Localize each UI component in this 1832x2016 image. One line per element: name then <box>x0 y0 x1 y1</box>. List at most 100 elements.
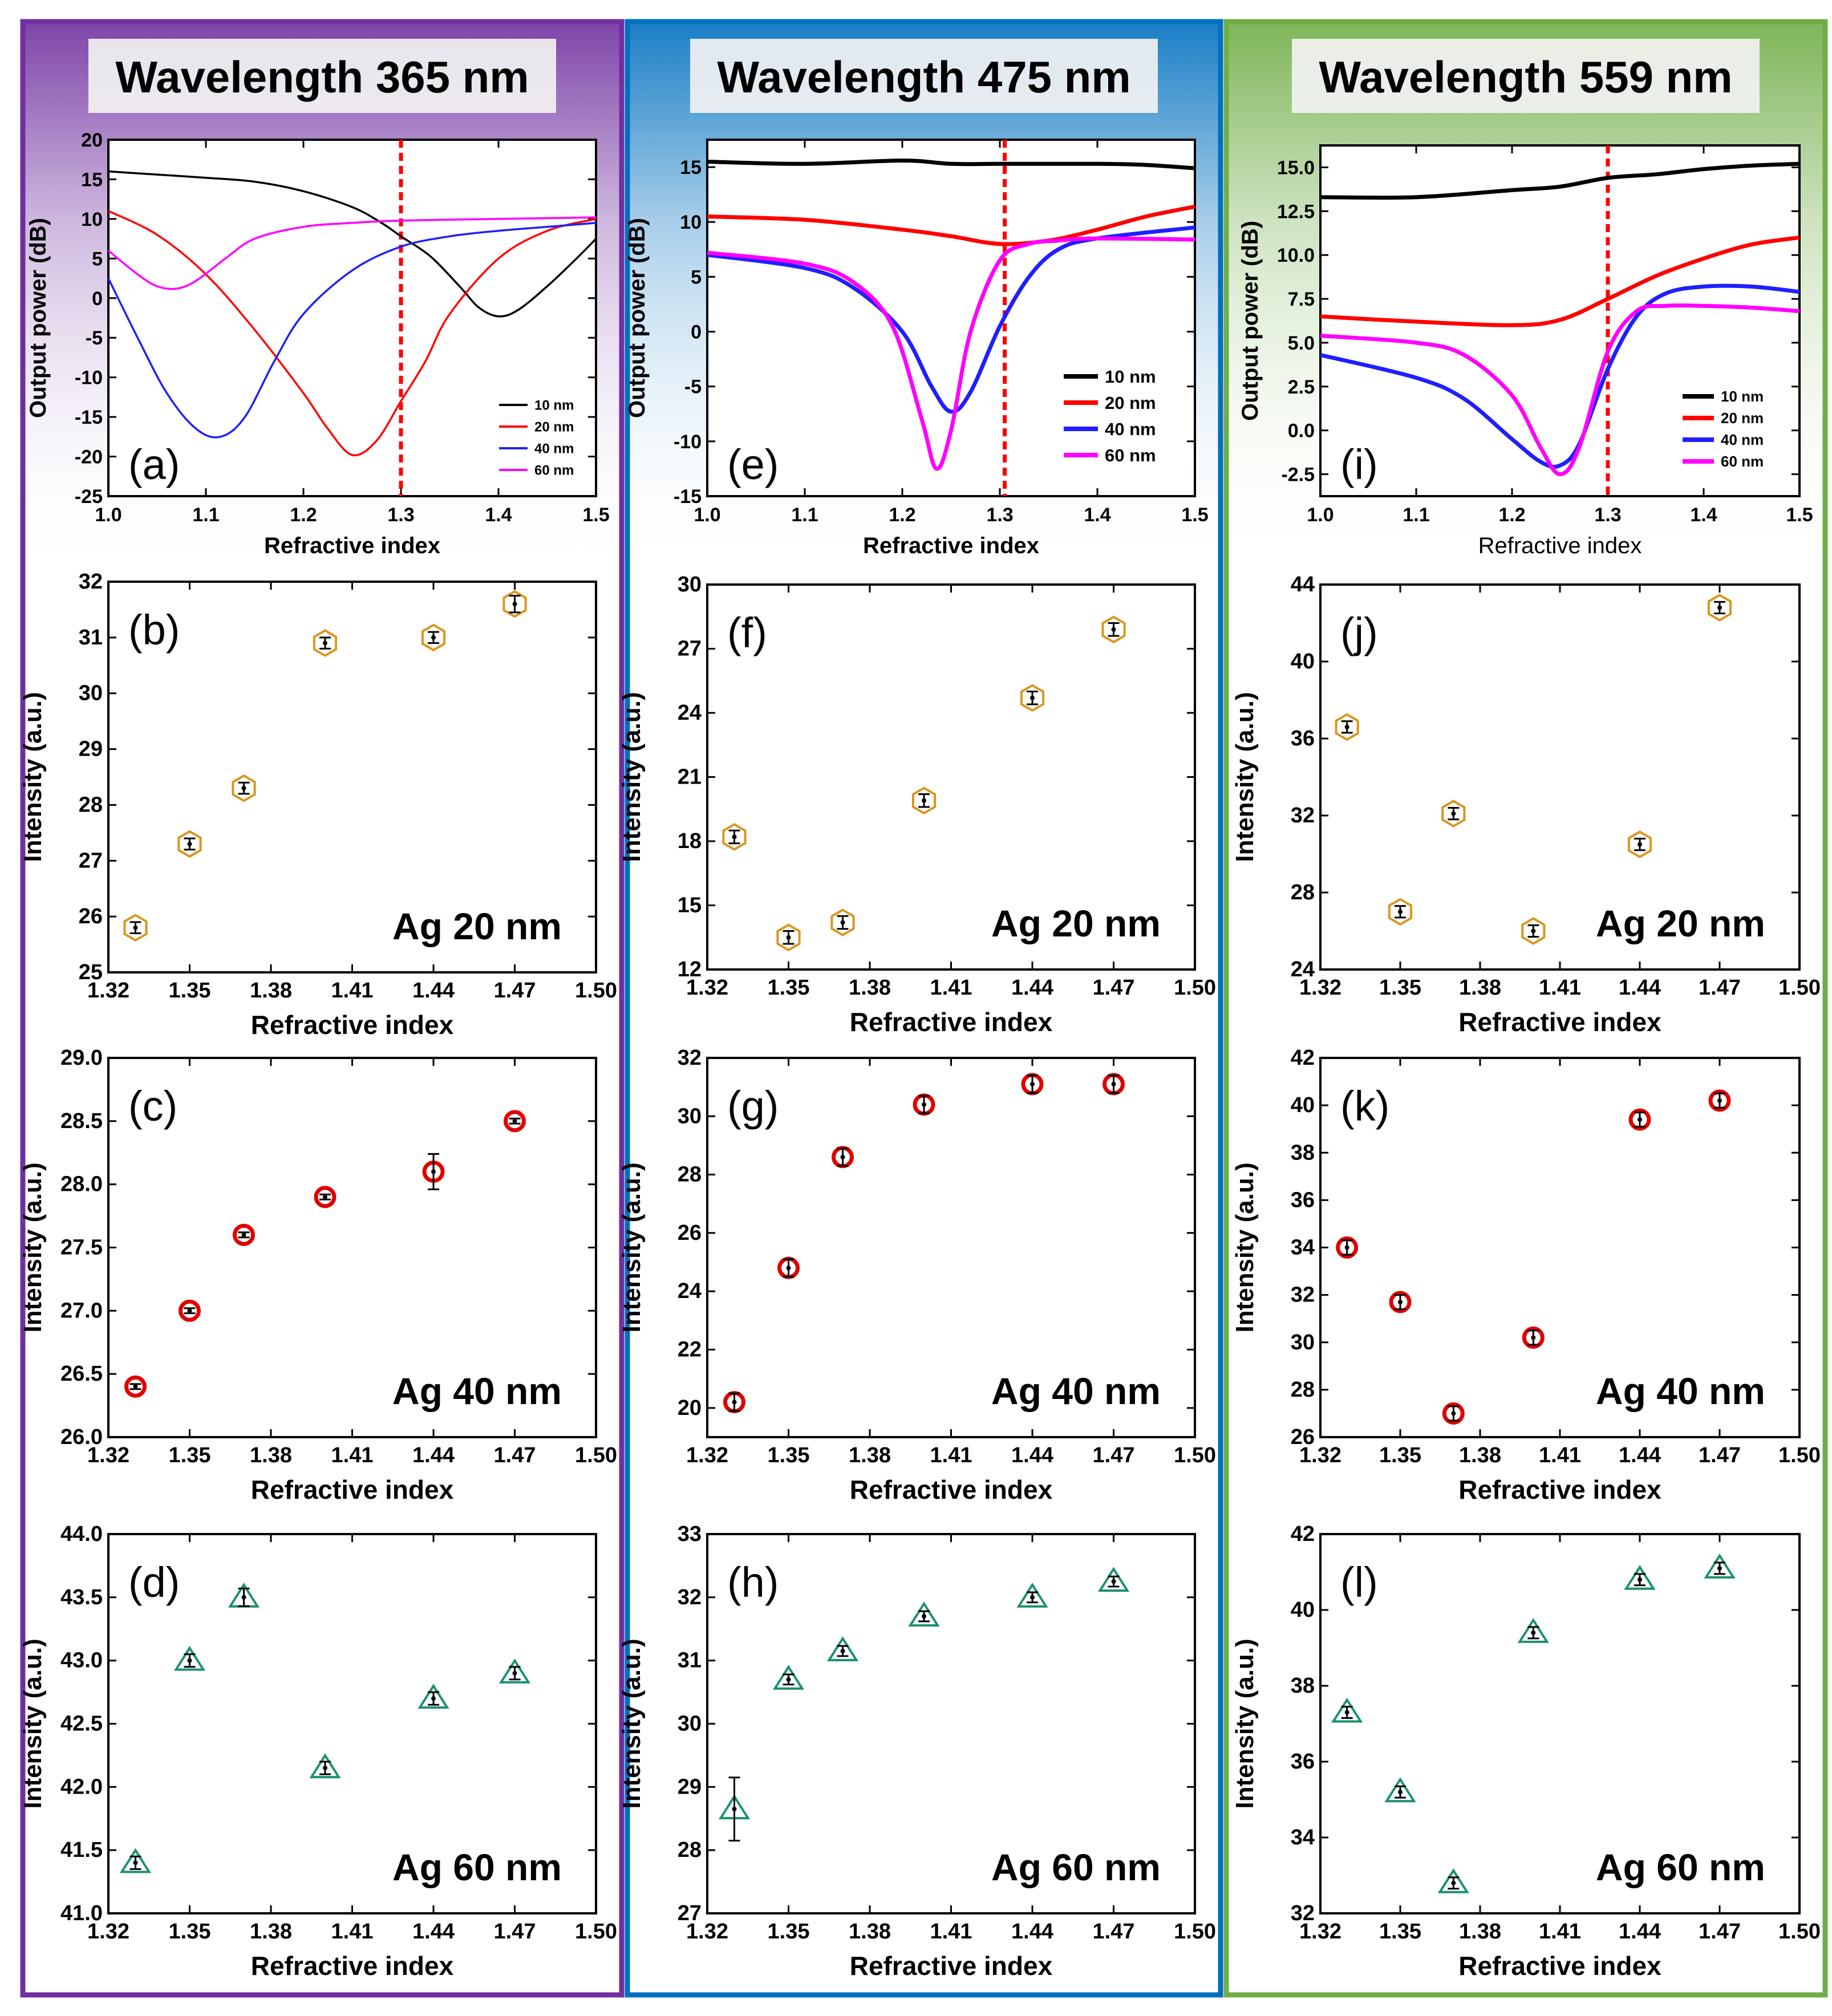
y-tick-label: 30 <box>678 1712 702 1736</box>
triangle-marker <box>1097 1567 1130 1592</box>
point-center <box>1451 811 1456 816</box>
legend-label: 40 nm <box>534 441 574 456</box>
y-tick-label: 40 <box>1291 650 1315 674</box>
hexagon-marker <box>421 623 446 652</box>
point-center <box>1717 605 1722 610</box>
data-point <box>232 774 256 802</box>
x-tick-label: 1.32 <box>1299 976 1341 1000</box>
y-axis-label: Intensity (a.u.) <box>19 1162 47 1332</box>
data-point <box>832 1146 854 1169</box>
legend-label: 60 nm <box>534 463 574 478</box>
data-point <box>1331 1697 1363 1723</box>
y-axis-label: Intensity (a.u.) <box>19 692 47 862</box>
sample-label: Ag 60 nm <box>392 1846 562 1888</box>
triangle-marker <box>1624 1565 1656 1590</box>
y-tick-label: 30 <box>1291 1331 1315 1354</box>
panel-label: (d) <box>128 1559 180 1606</box>
x-tick-label: 1.38 <box>250 1443 292 1467</box>
circle-marker <box>504 1110 526 1133</box>
point-center <box>1111 627 1116 632</box>
hexagon-marker <box>776 923 801 952</box>
x-tick-label: 1.44 <box>412 1443 455 1467</box>
x-tick-label: 1.50 <box>1174 976 1216 1000</box>
triangle-marker <box>1331 1697 1363 1723</box>
y-tick-label: 38 <box>1291 1141 1315 1165</box>
x-tick-label: 1.35 <box>1379 1443 1421 1467</box>
data-point <box>173 1645 206 1671</box>
panel-label: (j) <box>1340 609 1378 656</box>
x-tick-label: 1.44 <box>1619 976 1661 1000</box>
y-tick-label: 42.5 <box>60 1712 103 1736</box>
data-point <box>418 1684 449 1709</box>
column-frame <box>20 19 625 1998</box>
x-tick-label: 1.41 <box>930 1443 972 1467</box>
legend-label: 20 nm <box>534 419 574 435</box>
triangle-marker <box>826 1636 859 1662</box>
y-tick-label: 42 <box>1291 1522 1315 1546</box>
y-tick-label: 30 <box>79 682 103 705</box>
x-tick-label: 1.44 <box>412 979 455 1003</box>
point-center <box>840 920 845 925</box>
y-tick-label: 18 <box>678 829 702 853</box>
y-tick-label: 0 <box>691 322 702 343</box>
chart-j: 1.32 1.35 1.38 1.41 1.44 1.47 1.50 24 28 32 36 40 44… <box>1231 573 1821 1037</box>
x-axis-label: Refractive index <box>863 533 1039 558</box>
point-center <box>323 640 327 646</box>
y-tick-label: 27.5 <box>60 1236 103 1260</box>
column-title: Wavelength 475 nm <box>717 52 1130 102</box>
point-center <box>1344 1245 1349 1250</box>
triangle-marker <box>309 1753 341 1779</box>
x-tick-label: 1.32 <box>87 1443 129 1467</box>
panel-label: (c) <box>128 1082 177 1130</box>
x-tick-label: 1.41 <box>331 979 374 1003</box>
legend: 10 nm 20 nm 40 nm 60 nm <box>1683 388 1764 470</box>
x-tick-label: 1.2 <box>889 504 915 526</box>
x-tick-label: 1.41 <box>1539 1443 1581 1467</box>
point-center <box>840 1154 845 1159</box>
circle-marker <box>1708 1089 1731 1112</box>
point-center <box>1638 1577 1642 1582</box>
point-center <box>1398 1300 1403 1305</box>
point-center <box>1531 1335 1536 1340</box>
point-center <box>1111 1082 1116 1087</box>
panel-label: (e) <box>727 441 779 488</box>
data-point <box>179 1299 201 1322</box>
data-point <box>228 1583 260 1608</box>
hexagon-marker <box>1388 898 1413 926</box>
legend-label: 10 nm <box>1105 367 1156 387</box>
point-center <box>431 635 436 640</box>
chart-d: 1.32 1.35 1.38 1.41 1.44 1.47 1.50 41.0 41.5 42.0… <box>19 1522 617 1981</box>
point-center <box>133 1860 138 1865</box>
y-tick-label: 29 <box>678 1775 702 1799</box>
x-tick-label: 1.38 <box>250 1920 292 1944</box>
panel-label: (a) <box>128 441 180 488</box>
legend-label: 40 nm <box>1105 419 1156 439</box>
x-tick-label: 1.44 <box>1011 1443 1053 1467</box>
point-center <box>1030 1595 1035 1600</box>
x-axis-label: Refractive index <box>264 533 440 558</box>
circle-marker <box>1389 1291 1412 1313</box>
series-line-10-nm <box>1320 161 1800 200</box>
title-box <box>690 39 1158 113</box>
y-tick-label: 44 <box>1291 573 1315 597</box>
y-tick-label: -5 <box>86 327 103 349</box>
data-point <box>1103 1073 1125 1096</box>
chart-e: 1.0 1.1 1.2 1.3 1.4 1.5 -15 -10 -5 0 5 10 15 Refracti… <box>625 139 1209 558</box>
y-tick-label: 30 <box>678 573 702 597</box>
y-tick-label: 26 <box>79 904 103 928</box>
y-tick-label: 29 <box>79 737 103 761</box>
hexagon-marker <box>911 786 937 815</box>
y-axis-label: Output power (dB) <box>1238 221 1263 421</box>
x-axis-label: Refractive index <box>251 1010 454 1040</box>
chart-f: 1.32 1.35 1.38 1.41 1.44 1.47 1.50 12 15 18 21 24 27… <box>618 573 1216 1037</box>
triangle-marker <box>1016 1583 1048 1608</box>
data-point <box>1020 684 1045 712</box>
y-tick-label: 5 <box>92 248 103 270</box>
point-center <box>1398 909 1403 914</box>
x-axis-label: Refractive index <box>251 1951 454 1981</box>
y-axis-label: Intensity (a.u.) <box>19 1638 47 1808</box>
y-tick-label: 40 <box>1291 1093 1315 1117</box>
hexagon-marker <box>1707 594 1732 622</box>
data-point <box>826 1636 859 1662</box>
y-tick-label: 5 <box>691 266 702 288</box>
